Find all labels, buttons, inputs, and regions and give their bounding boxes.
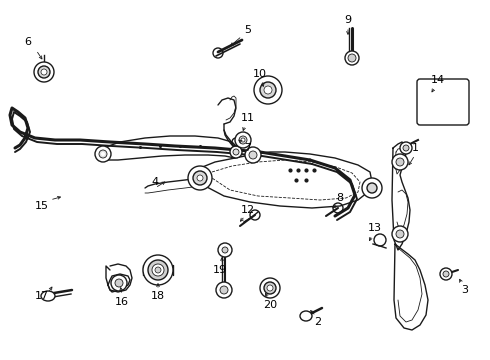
Circle shape bbox=[41, 69, 47, 75]
Circle shape bbox=[267, 285, 273, 291]
Circle shape bbox=[222, 247, 228, 253]
Text: 16: 16 bbox=[115, 297, 129, 307]
Text: 14: 14 bbox=[431, 75, 445, 85]
Circle shape bbox=[260, 278, 280, 298]
Circle shape bbox=[148, 260, 168, 280]
Circle shape bbox=[264, 86, 272, 94]
Circle shape bbox=[95, 146, 111, 162]
Text: 1: 1 bbox=[412, 143, 418, 153]
Circle shape bbox=[260, 82, 276, 98]
Text: 8: 8 bbox=[337, 193, 343, 203]
Circle shape bbox=[264, 282, 276, 294]
Circle shape bbox=[155, 267, 161, 273]
Circle shape bbox=[245, 147, 261, 163]
Circle shape bbox=[345, 51, 359, 65]
Circle shape bbox=[392, 154, 408, 170]
Circle shape bbox=[188, 166, 212, 190]
Text: 3: 3 bbox=[462, 285, 468, 295]
Circle shape bbox=[230, 146, 242, 158]
Circle shape bbox=[233, 149, 239, 155]
Circle shape bbox=[111, 275, 127, 291]
Circle shape bbox=[218, 243, 232, 257]
Circle shape bbox=[197, 175, 203, 181]
Text: 12: 12 bbox=[241, 205, 255, 215]
Text: 6: 6 bbox=[24, 37, 31, 47]
Circle shape bbox=[254, 76, 282, 104]
Circle shape bbox=[193, 171, 207, 185]
Circle shape bbox=[143, 255, 173, 285]
Circle shape bbox=[396, 230, 404, 238]
Circle shape bbox=[400, 142, 412, 154]
Circle shape bbox=[403, 145, 409, 151]
Circle shape bbox=[152, 264, 164, 276]
Circle shape bbox=[249, 151, 257, 159]
Circle shape bbox=[367, 183, 377, 193]
Circle shape bbox=[99, 150, 107, 158]
Text: 17: 17 bbox=[35, 291, 49, 301]
Text: 2: 2 bbox=[315, 317, 321, 327]
Circle shape bbox=[241, 138, 245, 142]
Circle shape bbox=[235, 132, 251, 148]
Circle shape bbox=[348, 54, 356, 62]
Text: 5: 5 bbox=[245, 25, 251, 35]
Circle shape bbox=[239, 136, 247, 144]
Circle shape bbox=[220, 286, 228, 294]
Text: 10: 10 bbox=[253, 69, 267, 79]
Circle shape bbox=[362, 178, 382, 198]
Circle shape bbox=[101, 152, 105, 156]
Circle shape bbox=[440, 268, 452, 280]
Ellipse shape bbox=[300, 311, 312, 321]
Text: 7: 7 bbox=[245, 143, 251, 153]
Circle shape bbox=[443, 271, 449, 277]
Circle shape bbox=[38, 66, 50, 78]
Circle shape bbox=[115, 279, 123, 287]
Ellipse shape bbox=[41, 291, 55, 301]
Circle shape bbox=[396, 158, 404, 166]
Text: 4: 4 bbox=[151, 177, 159, 187]
Text: 18: 18 bbox=[151, 291, 165, 301]
Text: 13: 13 bbox=[368, 223, 382, 233]
Text: 15: 15 bbox=[35, 201, 49, 211]
Circle shape bbox=[216, 282, 232, 298]
Text: 11: 11 bbox=[241, 113, 255, 123]
Text: 9: 9 bbox=[344, 15, 351, 25]
Text: 19: 19 bbox=[213, 265, 227, 275]
Circle shape bbox=[392, 226, 408, 242]
Text: 20: 20 bbox=[263, 300, 277, 310]
FancyBboxPatch shape bbox=[417, 79, 469, 125]
Circle shape bbox=[34, 62, 54, 82]
